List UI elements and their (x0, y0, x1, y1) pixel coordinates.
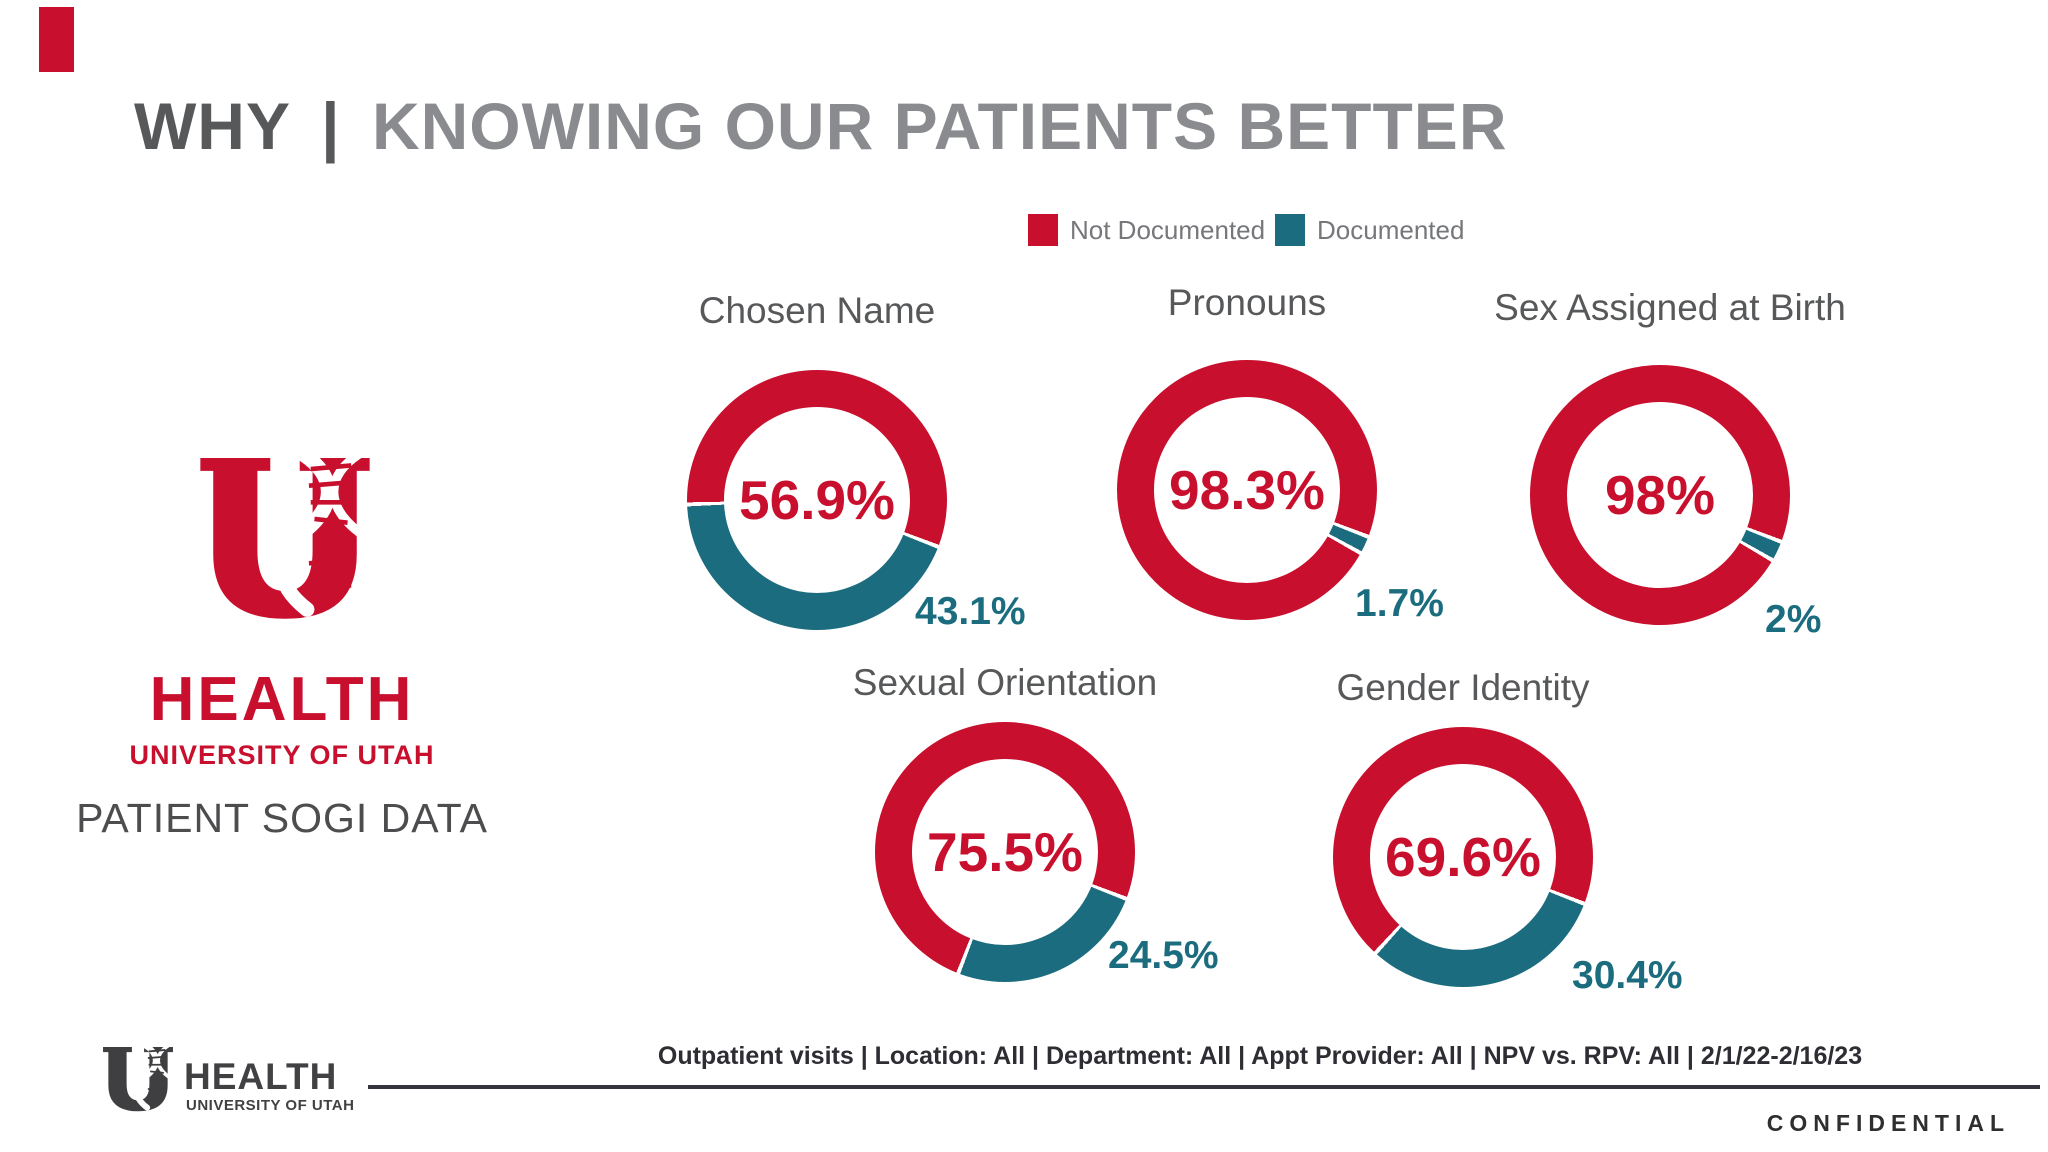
slide-subtitle: PATIENT SOGI DATA (76, 795, 488, 841)
footer-u-logo-icon (103, 1047, 176, 1112)
page-title-primary: WHY (134, 89, 290, 163)
u-health-logo-icon (200, 458, 377, 619)
donut-chart-sexual-orientation: 75.5% (875, 722, 1135, 982)
footer-divider (368, 1085, 2040, 1089)
donut-documented-value: 2% (1765, 598, 1822, 641)
donut-ring (875, 722, 1135, 982)
donut-center-value: 98% (1604, 464, 1716, 526)
donut-ring (1117, 360, 1377, 620)
brand-university-label: UNIVERSITY OF UTAH (129, 740, 435, 770)
legend-item-documented: Documented (1275, 214, 1464, 246)
legend-label: Not Documented (1070, 215, 1266, 245)
donut-documented-value: 43.1% (915, 590, 1026, 633)
donut-documented-value: 30.4% (1572, 954, 1683, 997)
dna-helix-icon (274, 458, 377, 617)
legend-item-not-documented: Not Documented (1028, 214, 1265, 246)
donut-documented-value: 24.5% (1108, 934, 1219, 977)
donut-center-value: 69.6% (1385, 826, 1541, 888)
documented-swatch-icon (1275, 214, 1305, 246)
footer-university-label: UNIVERSITY OF UTAH (186, 1097, 355, 1114)
brand-health-wordmark: HEALTH (149, 665, 415, 734)
donut-title-sex-assigned-at-birth: Sex Assigned at Birth (1494, 287, 1846, 328)
donut-chart-sex-assigned-at-birth: 98% (1530, 365, 1790, 625)
accent-bar (39, 7, 74, 72)
donut-center-value: 56.9% (739, 469, 895, 531)
donut-center-value: 75.5% (927, 821, 1083, 883)
donut-chart-gender-identity: 69.6% (1333, 727, 1593, 987)
confidential-label: CONFIDENTIAL (1766, 1110, 2010, 1136)
donut-title-sexual-orientation: Sexual Orientation (852, 662, 1158, 703)
donut-chart-pronouns: 98.3% (1117, 360, 1377, 620)
not-documented-swatch-icon (1028, 214, 1058, 246)
donut-center-value: 98.3% (1169, 459, 1325, 521)
donut-ring (1333, 727, 1593, 987)
page-title-secondary: KNOWING OUR PATIENTS BETTER (371, 89, 1508, 163)
footer-health-wordmark: HEALTH (184, 1056, 338, 1097)
donut-documented-value: 1.7% (1355, 582, 1444, 625)
donut-ring (687, 370, 947, 630)
donut-ring (1530, 365, 1790, 625)
donut-chart-chosen-name: 56.9% (687, 370, 947, 630)
legend-label: Documented (1317, 215, 1465, 245)
footer-filter-summary: Outpatient visits | Location: All | Depa… (657, 1042, 1863, 1070)
page-title-divider: | (321, 89, 341, 163)
donut-title-gender-identity: Gender Identity (1336, 667, 1590, 708)
page-title: WHY | KNOWING OUR PATIENTS BETTER (134, 88, 1507, 164)
dna-helix-icon (133, 1047, 176, 1111)
donut-title-chosen-name: Chosen Name (698, 290, 936, 331)
donut-title-pronouns: Pronouns (1167, 282, 1327, 323)
